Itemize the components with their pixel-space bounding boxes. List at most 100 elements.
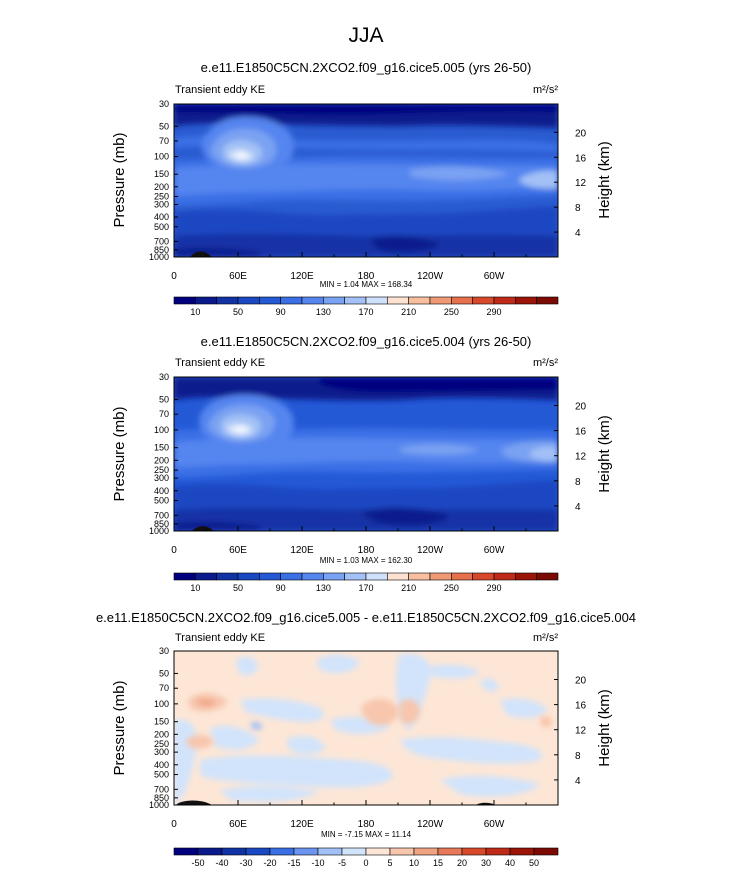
panel-1-subtitle: e.e11.E1850C5CN.2XCO2.f09_g16.cice5.005 … xyxy=(201,60,532,75)
pressure-tick-label: 400 xyxy=(154,212,169,222)
colorbar-swatch xyxy=(536,572,559,581)
height-tick-label: 4 xyxy=(575,228,581,239)
height-tick-label: 12 xyxy=(575,726,587,737)
colorbar-swatch xyxy=(536,296,559,305)
colorbar-swatch xyxy=(472,572,495,581)
colorbar-label: 170 xyxy=(358,583,373,593)
panel-1-y-axis-title: Pressure (mb) xyxy=(111,132,128,227)
height-tick-label: 8 xyxy=(575,477,581,488)
panel-3-lon-ticks: 0 60E 120E 180 120W 60W xyxy=(171,800,559,830)
pressure-tick-label: 70 xyxy=(159,409,169,419)
colorbar-label: 210 xyxy=(401,307,416,317)
height-tick-label: 8 xyxy=(575,203,581,214)
colorbar-label: 290 xyxy=(486,307,501,317)
pressure-tick-label: 250 xyxy=(154,739,169,749)
colorbar-label: -30 xyxy=(239,858,252,868)
colorbar-label: 50 xyxy=(233,583,243,593)
colorbar-swatch xyxy=(408,296,431,305)
panel-3-subtitle: e.e11.E1850C5CN.2XCO2.f09_g16.cice5.005 … xyxy=(96,610,636,625)
colorbar-label: 40 xyxy=(505,858,515,868)
colorbar-label: -40 xyxy=(215,858,228,868)
panel-2-stats: MIN = 1.03 MAX = 162.30 xyxy=(320,556,413,565)
panel-3-contour-field xyxy=(174,651,558,805)
colorbar-label: 50 xyxy=(233,307,243,317)
panel-1-contour-field xyxy=(174,104,558,257)
colorbar-swatch xyxy=(365,572,388,581)
colorbar-swatch xyxy=(293,847,319,856)
panel-2-lon-ticks: 0 60E 120E 180 120W 60W xyxy=(171,526,559,556)
colorbar-swatch xyxy=(413,847,439,856)
pressure-tick-label: 200 xyxy=(154,455,169,465)
pressure-tick-label: 50 xyxy=(159,668,169,678)
colorbar-label: 250 xyxy=(444,583,459,593)
colorbar-label: 10 xyxy=(190,583,200,593)
colorbar-swatch xyxy=(197,847,223,856)
panel-3: e.e11.E1850C5CN.2XCO2.f09_g16.cice5.005 … xyxy=(96,610,636,868)
height-tick-label: 20 xyxy=(575,676,587,687)
lon-tick-label: 60W xyxy=(484,819,505,830)
panel-3-right-axis-title: Height (km) xyxy=(596,689,613,767)
panel-3-left-label: Transient eddy KE xyxy=(175,632,265,644)
colorbar-swatch xyxy=(237,572,260,581)
height-tick-label: 20 xyxy=(575,402,587,413)
pressure-tick-label: 1000 xyxy=(149,526,169,536)
panel-1-left-label: Transient eddy KE xyxy=(175,84,265,96)
panel-3-units-label: m²/s² xyxy=(533,632,558,644)
colorbar-label: 290 xyxy=(486,583,501,593)
lon-tick-label: 120W xyxy=(417,271,444,282)
colorbar-swatch xyxy=(280,572,303,581)
colorbar-swatch xyxy=(493,572,516,581)
panel-3-stats: MIN = -7.15 MAX = 11.14 xyxy=(321,830,412,839)
colorbar-label: -10 xyxy=(311,858,324,868)
height-tick-label: 4 xyxy=(575,776,581,787)
lon-tick-label: 180 xyxy=(358,545,375,556)
colorbar-swatch xyxy=(515,572,537,581)
lon-tick-label: 120E xyxy=(290,271,314,282)
colorbar-label: 210 xyxy=(401,583,416,593)
pressure-tick-label: 700 xyxy=(154,784,169,794)
colorbar-swatch xyxy=(259,296,281,305)
lon-tick-label: 180 xyxy=(358,271,375,282)
pressure-tick-label: 300 xyxy=(154,747,169,757)
height-tick-label: 8 xyxy=(575,751,581,762)
colorbar-swatch xyxy=(280,296,303,305)
pressure-tick-label: 1000 xyxy=(149,252,169,262)
height-tick-label: 16 xyxy=(575,427,587,438)
colorbar-swatch xyxy=(216,296,239,305)
lon-tick-label: 60W xyxy=(484,545,505,556)
colorbar-swatch xyxy=(485,847,511,856)
colorbar-swatch xyxy=(451,296,473,305)
colorbar-swatch xyxy=(344,296,367,305)
lon-tick-label: 60E xyxy=(229,545,247,556)
pressure-tick-label: 250 xyxy=(154,192,169,202)
colorbar-label: 50 xyxy=(529,858,539,868)
pressure-tick-label: 100 xyxy=(154,425,169,435)
height-tick-label: 16 xyxy=(575,153,587,164)
pressure-tick-label: 200 xyxy=(154,182,169,192)
colorbar-label: -5 xyxy=(338,858,346,868)
pressure-tick-label: 150 xyxy=(154,717,169,727)
pressure-tick-label: 700 xyxy=(154,236,169,246)
panel-2-height-ticks: 20 16 12 8 4 xyxy=(554,402,587,513)
colorbar-label: 130 xyxy=(316,307,331,317)
lon-tick-label: 120E xyxy=(290,545,314,556)
panel-1-units-label: m²/s² xyxy=(533,84,558,96)
lon-tick-label: 120W xyxy=(417,545,444,556)
height-tick-label: 4 xyxy=(575,502,581,513)
main-title: JJA xyxy=(348,24,383,47)
colorbar-label: 0 xyxy=(363,858,368,868)
colorbar-label: 90 xyxy=(276,583,286,593)
panel-2-units-label: m²/s² xyxy=(533,357,558,369)
height-tick-label: 12 xyxy=(575,178,587,189)
lon-tick-label: 120W xyxy=(417,819,444,830)
colorbar-swatch xyxy=(533,847,559,856)
colorbar-swatch xyxy=(301,572,324,581)
colorbar-swatch xyxy=(323,572,345,581)
panel-2-left-label: Transient eddy KE xyxy=(175,357,265,369)
colorbar-swatch xyxy=(451,572,473,581)
pressure-tick-label: 100 xyxy=(154,152,169,162)
colorbar-swatch xyxy=(301,296,324,305)
colorbar-label: 20 xyxy=(457,858,467,868)
